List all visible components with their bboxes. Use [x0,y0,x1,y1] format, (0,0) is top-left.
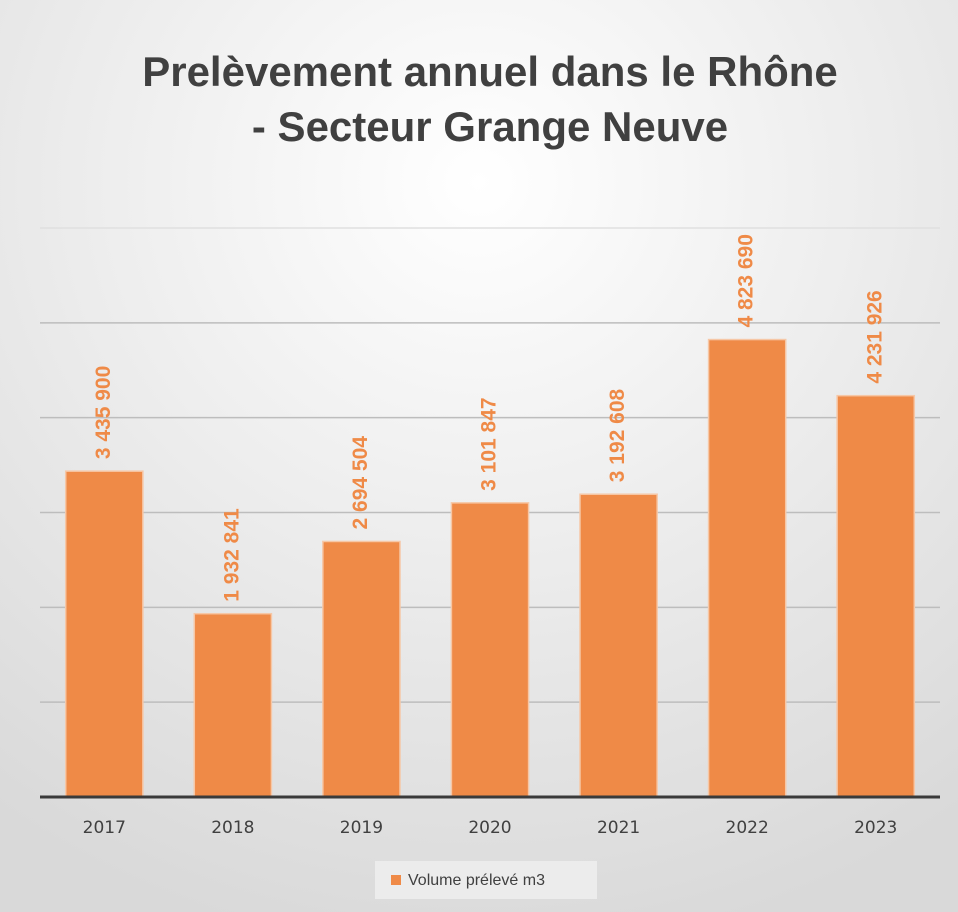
value-label: 1 932 841 [220,508,243,602]
x-tick-label: 2017 [83,818,126,838]
bar [322,540,401,798]
x-tick-label: 2023 [854,818,897,838]
x-tick-label: 2020 [468,818,511,838]
legend-swatch [391,875,401,885]
bar [579,493,658,798]
chart-title: - Secteur Grange Neuve [252,103,728,150]
value-label: 4 231 926 [863,290,886,383]
bar [836,394,916,798]
value-label: 2 694 504 [349,436,372,530]
x-tick-label: 2022 [726,818,769,838]
bar [707,338,787,798]
bar [193,612,273,798]
legend-box [375,861,597,899]
bar [450,502,530,798]
value-label: 3 192 608 [606,388,629,482]
x-tick-label: 2021 [597,818,640,838]
value-label: 4 823 690 [735,234,758,327]
legend-label: Volume prélevé m3 [408,872,545,889]
value-label: 3 101 847 [478,397,501,490]
bar [64,470,144,798]
x-tick-label: 2019 [340,818,383,838]
x-tick-label: 2018 [211,818,254,838]
value-label: 3 435 900 [92,366,115,459]
chart-title: Prelèvement annuel dans le Rhône [142,48,838,95]
